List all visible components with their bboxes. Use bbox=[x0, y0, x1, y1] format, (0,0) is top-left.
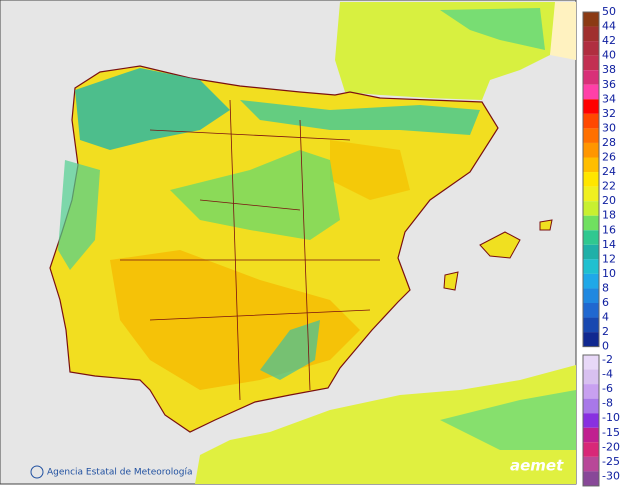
legend-label: 28 bbox=[602, 136, 616, 149]
legend-swatch bbox=[583, 55, 599, 71]
legend-label: 8 bbox=[602, 281, 609, 294]
ibiza bbox=[443, 271, 459, 291]
legend-swatch bbox=[583, 456, 599, 472]
legend-label: 42 bbox=[602, 34, 616, 47]
legend-swatch bbox=[583, 369, 599, 385]
legend-label: 4 bbox=[602, 311, 609, 324]
cool-coast bbox=[58, 160, 100, 270]
legend-swatch bbox=[583, 186, 599, 202]
legend-label: 2 bbox=[602, 325, 609, 338]
legend-label: 12 bbox=[602, 252, 616, 265]
mallorca bbox=[479, 231, 521, 259]
legend-swatch bbox=[583, 332, 599, 347]
warm-ebro bbox=[330, 140, 410, 200]
legend-label: -30 bbox=[602, 469, 620, 482]
legend-label: 26 bbox=[602, 151, 616, 164]
legend-swatch bbox=[583, 157, 599, 173]
legend-label: 34 bbox=[602, 92, 616, 105]
legend-swatch bbox=[583, 303, 599, 318]
legend-label: 24 bbox=[602, 165, 616, 178]
menorca bbox=[539, 219, 553, 231]
legend-label: -8 bbox=[602, 397, 613, 410]
africa bbox=[195, 365, 576, 484]
legend-swatch bbox=[583, 317, 599, 333]
legend-swatch bbox=[583, 427, 599, 443]
legend-swatch bbox=[583, 172, 599, 187]
credit: Agencia Estatal de Meteorología bbox=[47, 468, 193, 478]
legend-label: 32 bbox=[602, 107, 616, 120]
legend-label: 38 bbox=[602, 63, 616, 76]
legend-swatch bbox=[583, 230, 599, 245]
legend-label: 30 bbox=[602, 121, 616, 134]
legend-label: 44 bbox=[602, 20, 616, 33]
legend-swatch bbox=[583, 398, 599, 414]
legend-swatch bbox=[583, 273, 599, 289]
cool-pyrenees bbox=[240, 100, 480, 135]
legend-label: -20 bbox=[602, 440, 620, 453]
legend-swatch bbox=[583, 201, 599, 216]
legend-label: 16 bbox=[602, 223, 616, 236]
legend-swatch bbox=[583, 113, 599, 129]
legend-label: -4 bbox=[602, 368, 613, 381]
legend-swatch bbox=[583, 215, 599, 231]
legend-frame bbox=[582, 11, 600, 348]
legend-label: 14 bbox=[602, 238, 616, 251]
legend-label: 50 bbox=[602, 5, 616, 18]
cool-center bbox=[170, 150, 340, 240]
legend-swatch bbox=[583, 84, 599, 100]
legend-label: 20 bbox=[602, 194, 616, 207]
legend-frame bbox=[582, 354, 600, 487]
legend-swatch bbox=[583, 413, 599, 428]
legend-label: 6 bbox=[602, 296, 609, 309]
copyright-icon bbox=[30, 465, 44, 479]
legend-swatch bbox=[583, 288, 599, 303]
legend-swatch bbox=[583, 384, 599, 399]
legend-swatch bbox=[583, 442, 599, 457]
legend-swatch bbox=[583, 99, 599, 114]
map: Agencia Estatal de Meteorología aemet bbox=[0, 0, 577, 485]
legend-label: -2 bbox=[602, 353, 613, 366]
legend: 5044424038363432302826242220181614121086… bbox=[582, 5, 620, 487]
cool-sierra bbox=[260, 320, 320, 380]
legend-label: 10 bbox=[602, 267, 616, 280]
france-cool bbox=[440, 8, 545, 50]
legend-swatch bbox=[583, 471, 599, 486]
legend-label: 40 bbox=[602, 49, 616, 62]
legend-swatch bbox=[583, 244, 599, 260]
legend-label: -10 bbox=[602, 411, 620, 424]
legend-swatch bbox=[583, 26, 599, 42]
legend-swatch bbox=[583, 259, 599, 274]
legend-label: -15 bbox=[602, 426, 620, 439]
outside bbox=[550, 2, 576, 60]
cool-north bbox=[75, 68, 230, 150]
legend-label: -6 bbox=[602, 382, 613, 395]
legend-label: 18 bbox=[602, 209, 616, 222]
africa-cool bbox=[440, 390, 576, 450]
legend-swatch bbox=[583, 355, 599, 370]
legend-swatch bbox=[583, 70, 599, 85]
legend-label: 0 bbox=[602, 340, 609, 353]
legend-label: 22 bbox=[602, 180, 616, 193]
legend-swatch bbox=[583, 41, 599, 56]
legend-label: -25 bbox=[602, 455, 620, 468]
legend-label: 36 bbox=[602, 78, 616, 91]
legend-swatch bbox=[583, 128, 599, 143]
logo: aemet bbox=[510, 457, 564, 475]
legend-swatch bbox=[583, 142, 599, 158]
legend-swatch bbox=[583, 12, 599, 27]
province-borders bbox=[120, 99, 380, 401]
